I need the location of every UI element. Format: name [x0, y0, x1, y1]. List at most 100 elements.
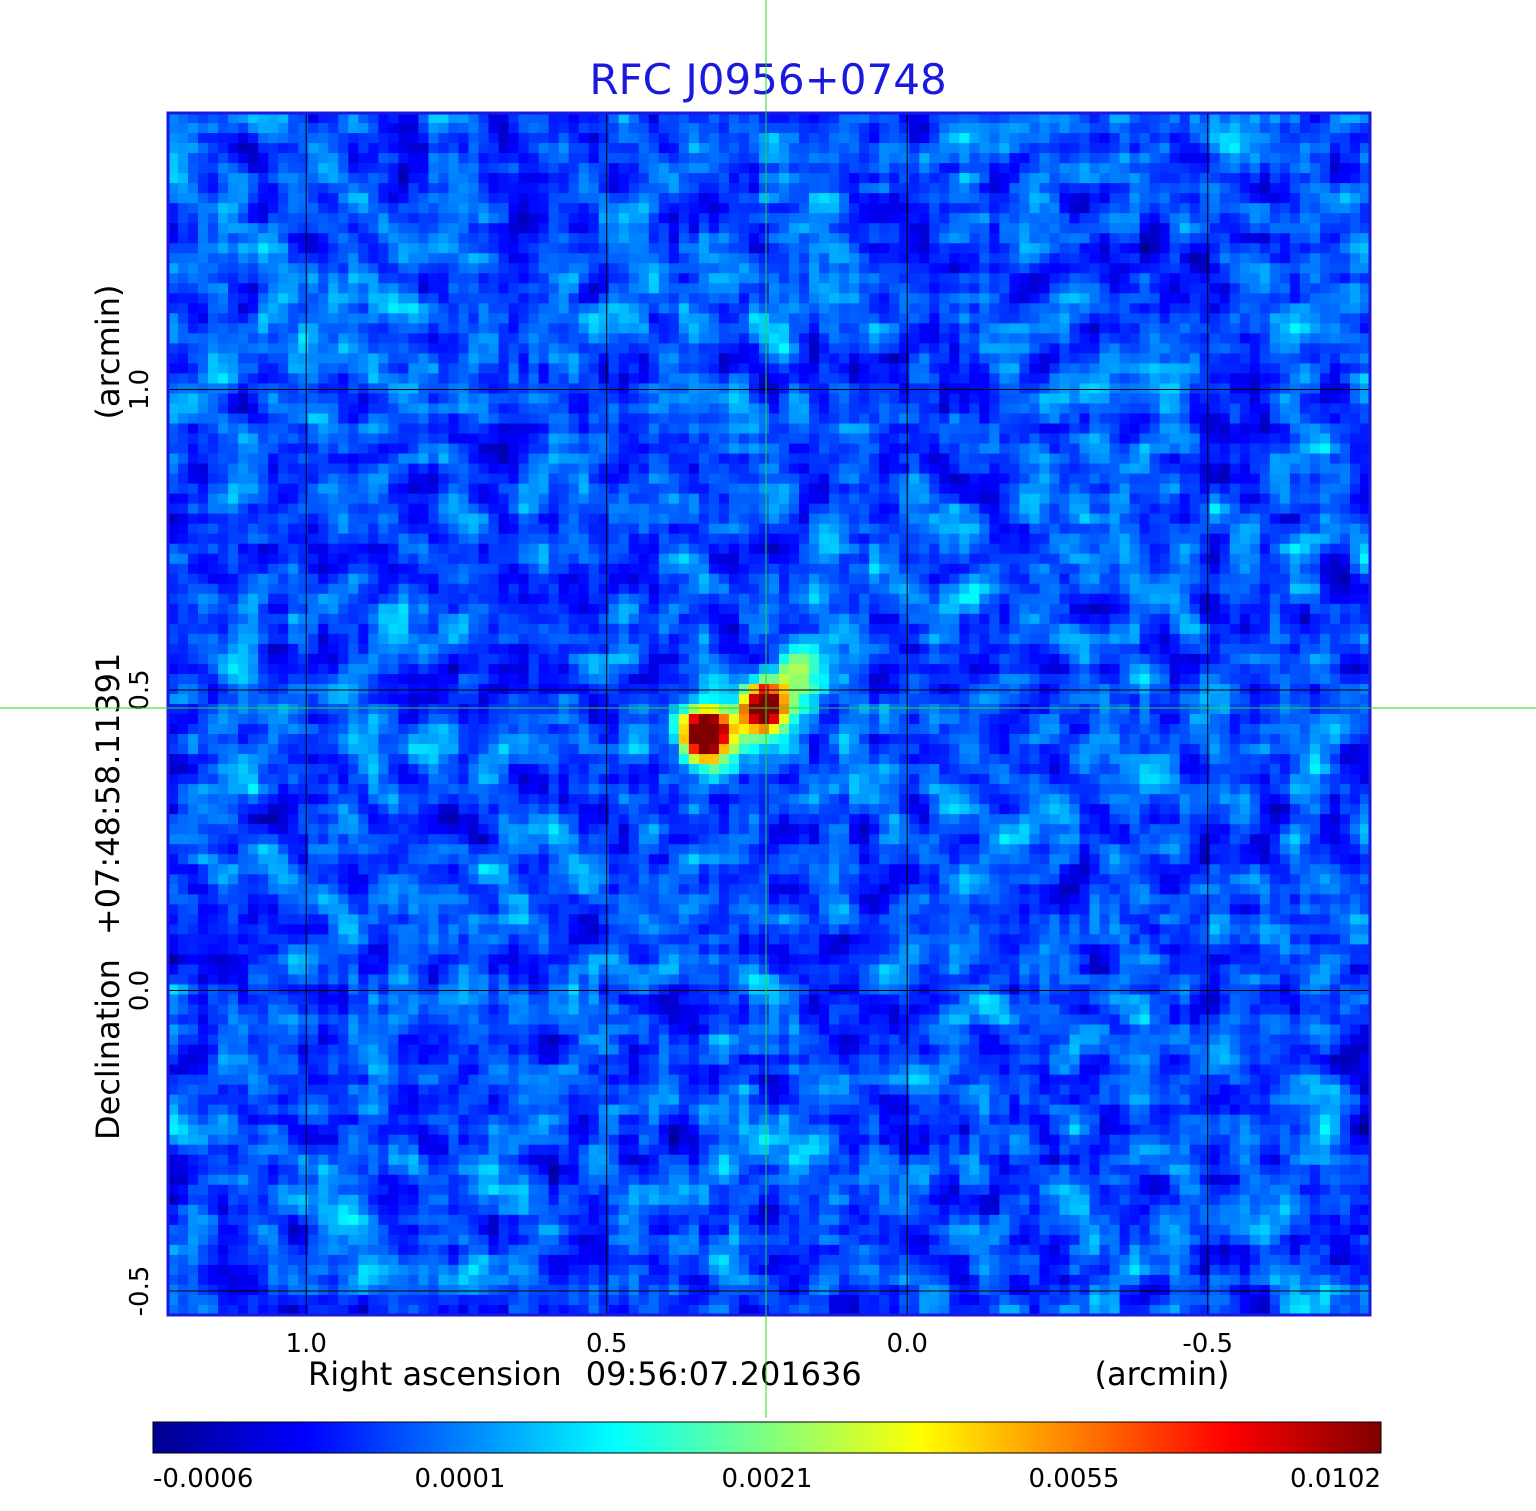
heatmap-cell: [638, 303, 650, 314]
heatmap-cell: [208, 503, 219, 515]
heatmap-cell: [738, 263, 750, 274]
heatmap-cell: [839, 193, 850, 204]
heatmap-cell: [618, 343, 630, 354]
heatmap-cell: [1189, 503, 1201, 515]
heatmap-cell: [1169, 413, 1181, 424]
heatmap-cell: [879, 433, 890, 444]
heatmap-cell: [1229, 383, 1241, 394]
heatmap-cell: [1199, 293, 1211, 304]
heatmap-cell: [498, 383, 509, 394]
heatmap-cell: [1039, 353, 1050, 364]
heatmap-cell: [188, 133, 199, 144]
heatmap-cell: [458, 343, 469, 354]
heatmap-cell: [758, 113, 770, 124]
heatmap-cell: [769, 233, 780, 244]
heatmap-cell: [178, 143, 189, 154]
heatmap-cell: [528, 333, 540, 344]
heatmap-cell: [668, 153, 680, 164]
heatmap-cell: [1309, 263, 1321, 274]
heatmap-cell: [969, 483, 980, 495]
heatmap-cell: [518, 213, 529, 224]
heatmap-cell: [478, 483, 489, 495]
heatmap-cell: [1329, 333, 1341, 344]
heatmap-cell: [1049, 213, 1060, 224]
heatmap-cell: [228, 253, 239, 264]
heatmap-cell: [949, 493, 960, 505]
heatmap-cell: [458, 403, 469, 414]
heatmap-cell: [628, 223, 640, 234]
heatmap-cell: [568, 363, 580, 374]
heatmap-cell: [588, 173, 600, 184]
heatmap-cell: [1059, 383, 1070, 394]
heatmap-cell: [839, 463, 850, 474]
heatmap-cell: [678, 143, 690, 154]
heatmap-cell: [738, 123, 750, 134]
heatmap-cell: [1249, 463, 1261, 474]
heatmap-cell: [428, 133, 439, 144]
heatmap-cell: [1089, 423, 1100, 434]
heatmap-cell: [698, 313, 710, 324]
heatmap-cell: [588, 163, 600, 174]
heatmap-cell: [1139, 223, 1151, 234]
heatmap-cell: [1189, 473, 1201, 485]
heatmap-cell: [308, 263, 319, 274]
heatmap-cell: [388, 243, 399, 254]
heatmap-cell: [889, 353, 900, 364]
heatmap-cell: [1179, 293, 1191, 304]
heatmap-cell: [959, 513, 970, 525]
heatmap-cell: [1309, 453, 1321, 464]
heatmap-cell: [228, 213, 239, 224]
heatmap-cell: [568, 373, 580, 384]
heatmap-cell: [488, 343, 499, 354]
heatmap-cell: [999, 123, 1010, 134]
heatmap-cell: [1089, 463, 1100, 474]
heatmap-cell: [468, 283, 479, 294]
heatmap-cell: [849, 163, 860, 174]
heatmap-cell: [999, 323, 1010, 334]
heatmap-cell: [859, 373, 870, 384]
heatmap-cell: [528, 423, 540, 434]
heatmap-cell: [358, 403, 369, 414]
heatmap-cell: [618, 513, 630, 525]
heatmap-cell: [338, 343, 349, 354]
heatmap-cell: [218, 373, 229, 384]
heatmap-cell: [518, 283, 529, 294]
heatmap-cell: [1309, 183, 1321, 194]
heatmap-cell: [1169, 423, 1181, 434]
heatmap-cell: [909, 293, 920, 304]
heatmap-cell: [688, 163, 700, 174]
heatmap-cell: [1319, 363, 1331, 374]
heatmap-cell: [678, 313, 690, 324]
heatmap-cell: [438, 403, 449, 414]
heatmap-pixels: [168, 113, 1371, 1316]
heatmap-cell: [358, 363, 369, 374]
heatmap-cell: [558, 413, 570, 424]
heatmap-cell: [298, 243, 309, 254]
heatmap-cell: [628, 293, 640, 304]
heatmap-cell: [408, 443, 419, 454]
heatmap-cell: [428, 393, 439, 404]
heatmap-cell: [608, 363, 620, 374]
heatmap-cell: [538, 383, 550, 394]
heatmap-cell: [468, 453, 479, 464]
heatmap-cell: [1329, 243, 1341, 254]
heatmap-cell: [608, 503, 620, 515]
heatmap-cell: [428, 153, 439, 164]
heatmap-cell: [1299, 493, 1311, 505]
heatmap-cell: [1329, 293, 1341, 304]
heatmap-cell: [1049, 413, 1060, 424]
heatmap-cell: [368, 153, 379, 164]
heatmap-cell: [1089, 363, 1100, 374]
heatmap-cell: [1219, 373, 1231, 384]
heatmap-cell: [959, 443, 970, 454]
heatmap-cell: [688, 333, 700, 344]
heatmap-cell: [1269, 473, 1281, 485]
heatmap-cell: [498, 353, 509, 364]
heatmap-cell: [929, 373, 940, 384]
heatmap-cell: [448, 353, 459, 364]
heatmap-cell: [378, 403, 389, 414]
heatmap-cell: [738, 513, 750, 525]
heatmap-cell: [929, 273, 940, 284]
heatmap-cell: [799, 183, 810, 194]
heatmap-cell: [648, 283, 660, 294]
